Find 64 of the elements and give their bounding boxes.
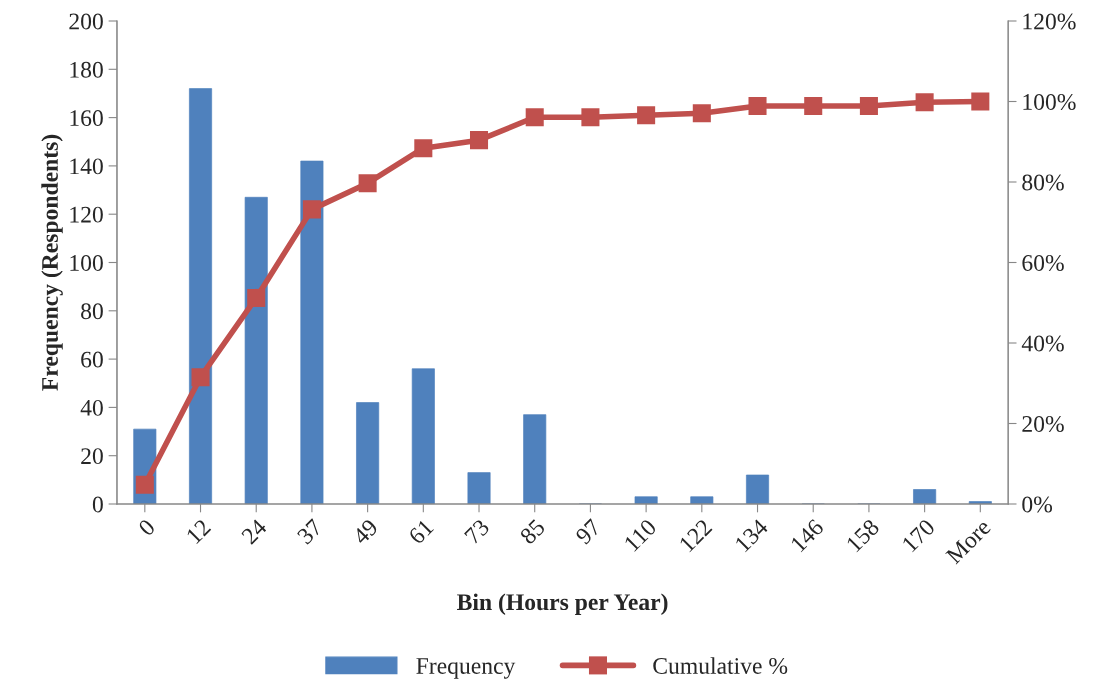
bar <box>356 402 380 504</box>
bar <box>523 414 547 504</box>
y2-tick-label: 120% <box>1023 13 1076 30</box>
x-tick-label: 61 <box>407 518 435 545</box>
legend-label: Cumulative % <box>653 657 788 674</box>
point <box>525 108 544 127</box>
x-tick-label: 37 <box>296 518 324 545</box>
y2-tick-label: 80% <box>1022 174 1064 191</box>
bar <box>746 474 770 504</box>
y-tick-label: 120 <box>70 206 103 223</box>
point <box>748 96 767 115</box>
point <box>637 106 656 125</box>
bar <box>411 368 435 504</box>
y-tick-label: 80 <box>81 303 103 320</box>
y-tick-label: 180 <box>70 61 103 78</box>
point <box>469 131 489 150</box>
point <box>358 174 377 193</box>
point <box>804 96 823 115</box>
y-axis-title: Frequency (Respondents) <box>41 134 63 391</box>
bar <box>189 88 213 504</box>
y-tick-label: 140 <box>70 158 103 175</box>
bar <box>300 160 324 504</box>
y2-tick-label: 0% <box>1022 496 1053 513</box>
point <box>302 200 321 219</box>
legend-label: Frequency <box>416 658 516 679</box>
y-tick-label: 200 <box>69 13 103 30</box>
point <box>135 475 154 494</box>
x-tick-label: 97 <box>574 518 602 546</box>
x-tick-label: 0 <box>137 518 156 537</box>
bar <box>913 489 937 504</box>
point <box>414 139 433 158</box>
x-tick-label: 73 <box>463 518 491 545</box>
x-axis-title: Bin (Hours per Year) <box>457 593 668 615</box>
x-tick-label: 146 <box>790 518 825 553</box>
y2-tick-label: 100% <box>1023 93 1076 110</box>
y2-tick-label: 60% <box>1022 254 1064 271</box>
bar <box>690 496 714 504</box>
x-tick-label: 85 <box>519 518 546 545</box>
bar <box>244 196 268 504</box>
x-tick-label: 12 <box>185 518 212 545</box>
x-tick-label: 110 <box>623 518 658 552</box>
x-tick-label: 24 <box>240 517 268 545</box>
x-tick-label: 170 <box>901 518 936 553</box>
x-tick-label: 122 <box>678 518 713 553</box>
point <box>581 108 600 127</box>
y-tick-label: 60 <box>81 351 103 368</box>
y-tick-label: 0 <box>92 496 103 513</box>
y-tick-label: 40 <box>80 399 103 416</box>
y-tick-label: 20 <box>81 448 103 465</box>
point <box>692 104 711 123</box>
x-tick-label: 134 <box>734 517 770 553</box>
x-tick-label: 158 <box>845 518 881 553</box>
y2-tick-label: 20% <box>1022 415 1064 432</box>
point <box>859 96 878 115</box>
point <box>971 92 990 111</box>
y2-tick-label: 40% <box>1021 335 1064 352</box>
y-tick-label: 160 <box>70 110 103 127</box>
x-tick-label: 49 <box>351 518 379 546</box>
bar <box>634 496 658 504</box>
point <box>191 368 210 387</box>
point <box>915 93 934 112</box>
y-tick-label: 100 <box>70 254 103 271</box>
point <box>247 288 266 307</box>
bar <box>467 472 491 504</box>
